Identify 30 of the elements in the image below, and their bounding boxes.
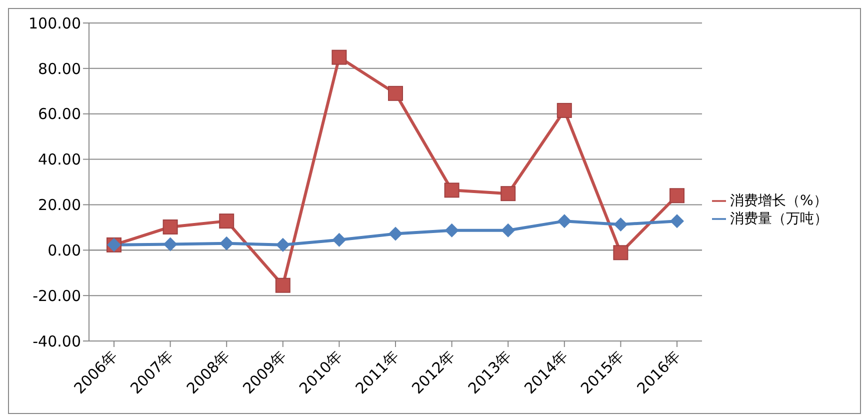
point <box>444 223 459 238</box>
point <box>388 226 402 241</box>
legend-label: 消费量（万吨） <box>730 211 828 227</box>
point <box>162 219 178 234</box>
y-tick-label: 100.00 <box>28 14 81 32</box>
point <box>163 237 178 252</box>
point <box>219 214 234 229</box>
point <box>220 236 234 250</box>
point <box>501 223 516 238</box>
point <box>614 217 628 232</box>
point <box>670 214 684 228</box>
point <box>332 232 346 247</box>
y-tick-label: 80.00 <box>38 60 81 78</box>
point <box>275 278 290 293</box>
point <box>500 186 516 202</box>
y-tick-label: 20.00 <box>38 196 81 214</box>
legend-label: 消费增长（%） <box>730 193 828 209</box>
y-tick-label: 0.00 <box>48 241 81 260</box>
point <box>613 245 628 260</box>
point <box>332 50 347 65</box>
y-tick-label: -20.00 <box>32 286 81 305</box>
y-tick-label: 40.00 <box>38 150 81 169</box>
point <box>670 188 684 204</box>
point <box>556 102 572 118</box>
point <box>557 214 572 228</box>
y-tick-label: -40.00 <box>32 332 81 350</box>
point <box>444 182 460 198</box>
point <box>388 86 403 101</box>
point <box>276 238 290 252</box>
y-tick-label: 60.00 <box>38 105 81 124</box>
